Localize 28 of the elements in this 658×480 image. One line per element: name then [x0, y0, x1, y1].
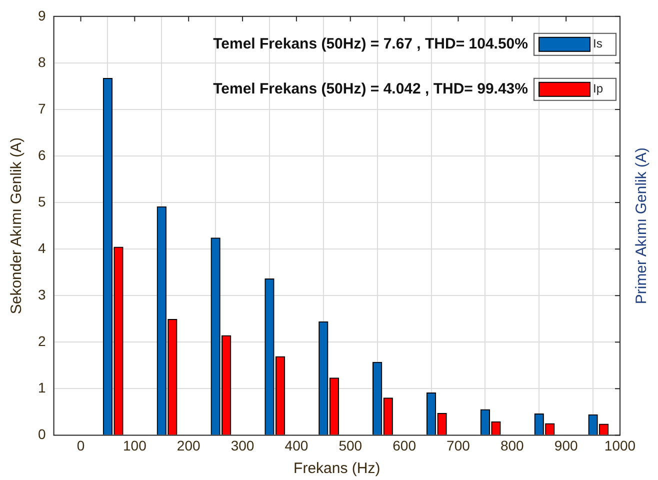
y-tick-label: 3: [38, 286, 46, 302]
y-tick-label: 1: [38, 380, 46, 396]
x-tick-label: 700: [446, 437, 470, 454]
annotation: Temel Frekans (50Hz) = 4.042 , THD= 99.43%: [213, 80, 528, 98]
y-tick-label: 4: [38, 240, 46, 256]
x-tick-label: 0: [76, 437, 85, 454]
y-axis-title: Sekonder Akımı Genlik (A): [8, 137, 26, 314]
y-tick-label: 8: [38, 54, 46, 70]
x-tick-label: 600: [392, 437, 416, 454]
y-tick-label: 6: [38, 146, 46, 163]
annotation: Temel Frekans (50Hz) = 7.67 , THD= 104.50%: [213, 36, 528, 53]
x-tick-label: 800: [500, 437, 524, 454]
y-tick-label: 9: [38, 7, 46, 24]
x-tick-label: 200: [176, 437, 200, 454]
y-tick-label: 0: [38, 426, 46, 442]
y-tick-label: 5: [38, 193, 46, 210]
x-tick-label: 300: [230, 437, 254, 454]
y-tick-label: 7: [38, 100, 46, 116]
x-axis-title: Frekans (Hz): [294, 460, 380, 478]
y-tick-label: 2: [38, 332, 46, 349]
legend-label: Ip: [593, 82, 604, 96]
x-tick-label: 1000: [604, 437, 636, 454]
legend-label: Is: [593, 36, 602, 51]
y2-axis-title: Primer Akımı Genlik (A): [633, 147, 650, 304]
x-tick-label: 500: [338, 437, 362, 454]
x-tick-label: 100: [122, 437, 147, 454]
x-tick-label: 900: [554, 437, 578, 454]
x-tick-label: 400: [284, 437, 308, 454]
